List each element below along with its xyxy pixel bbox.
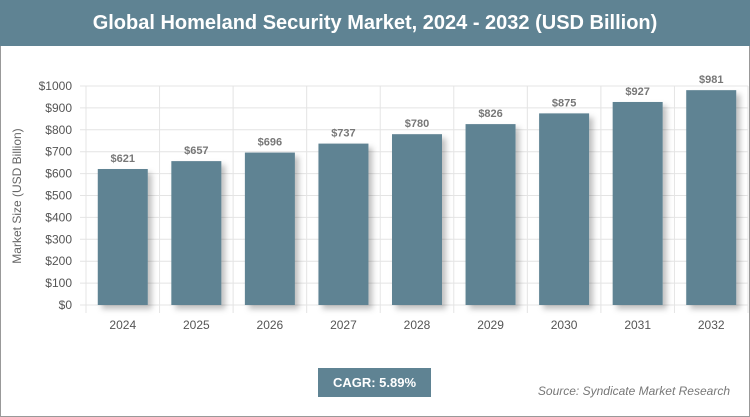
data-label-2025: $657 xyxy=(184,145,208,157)
y-tick-label: $600 xyxy=(45,167,72,181)
bar-2026 xyxy=(244,152,295,305)
x-tick-label: 2026 xyxy=(257,318,284,332)
data-label-2024: $621 xyxy=(111,153,135,165)
y-tick-label: $100 xyxy=(45,276,72,290)
data-label-2029: $826 xyxy=(478,108,502,120)
x-tick-label: 2031 xyxy=(624,318,651,332)
data-label-2030: $875 xyxy=(552,97,576,109)
y-tick-label: $700 xyxy=(45,145,72,159)
bar-2029 xyxy=(465,124,516,305)
y-tick-label: $500 xyxy=(45,189,72,203)
data-label-2032: $981 xyxy=(699,74,723,86)
x-tick-label: 2028 xyxy=(404,318,431,332)
source-note: Source: Syndicate Market Research xyxy=(537,384,730,398)
bar-2030 xyxy=(539,113,590,305)
cagr-badge: CAGR: 5.89% xyxy=(318,368,431,397)
y-tick-label: $1000 xyxy=(39,79,73,93)
x-tick-label: 2024 xyxy=(109,318,136,332)
y-axis-label: Market Size (USD Billion) xyxy=(10,128,24,263)
bar-2024 xyxy=(97,169,148,305)
bar-2031 xyxy=(612,101,663,305)
y-tick-label: $400 xyxy=(45,210,72,224)
data-label-2031: $927 xyxy=(625,86,649,98)
y-tick-label: $200 xyxy=(45,254,72,268)
chart-title: Global Homeland Security Market, 2024 - … xyxy=(0,0,750,46)
x-tick-label: 2027 xyxy=(330,318,357,332)
y-tick-label: $300 xyxy=(45,232,72,246)
x-tick-label: 2032 xyxy=(698,318,725,332)
y-tick-label: $0 xyxy=(59,298,73,312)
x-tick-label: 2030 xyxy=(551,318,578,332)
data-label-2026: $696 xyxy=(258,137,282,149)
data-label-2027: $737 xyxy=(331,128,355,140)
bar-2032 xyxy=(686,90,737,305)
data-label-2028: $780 xyxy=(405,118,429,130)
bar-2025 xyxy=(171,161,222,305)
bar-2027 xyxy=(318,143,369,305)
x-tick-label: 2025 xyxy=(183,318,210,332)
x-tick-label: 2029 xyxy=(477,318,504,332)
bar-2028 xyxy=(392,134,442,305)
y-tick-label: $900 xyxy=(45,101,72,115)
y-tick-label: $800 xyxy=(45,123,72,137)
